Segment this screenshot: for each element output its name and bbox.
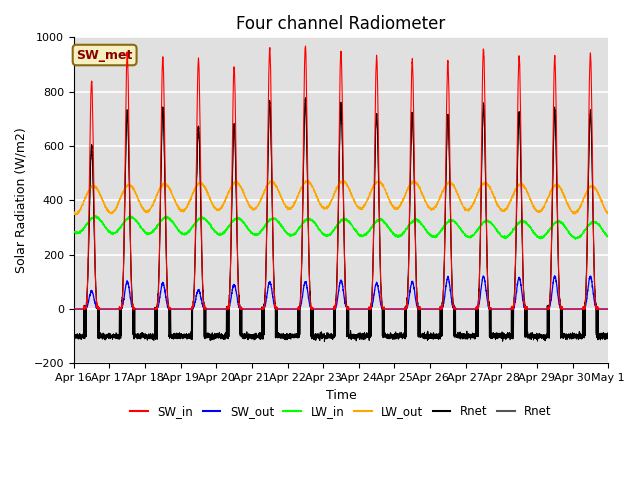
SW_out xyxy=(604,306,611,312)
SW_out xyxy=(461,306,468,312)
LW_in xyxy=(92,213,99,218)
LW_out xyxy=(72,212,79,218)
Rnet xyxy=(604,335,612,341)
LW_out xyxy=(70,210,77,216)
Rnet xyxy=(491,331,499,336)
SW_in xyxy=(166,306,173,312)
SW_out xyxy=(479,273,487,279)
SW_out xyxy=(166,306,173,312)
SW_in xyxy=(491,306,499,312)
Rnet xyxy=(461,334,468,339)
LW_in xyxy=(431,234,439,240)
LW_in xyxy=(491,225,499,230)
LW_out xyxy=(166,186,173,192)
LW_out xyxy=(321,205,329,211)
LW_in xyxy=(166,216,173,222)
Title: Four channel Radiometer: Four channel Radiometer xyxy=(236,15,445,33)
LW_out xyxy=(339,178,347,183)
SW_out xyxy=(321,306,329,312)
SW_out xyxy=(431,306,439,312)
LW_out xyxy=(461,206,468,212)
LW_out xyxy=(431,204,439,210)
Rnet xyxy=(604,335,612,341)
Rnet xyxy=(461,331,468,337)
Rnet xyxy=(499,338,506,344)
Rnet xyxy=(301,95,309,101)
Rnet xyxy=(604,333,612,339)
LW_in xyxy=(70,228,77,234)
X-axis label: Time: Time xyxy=(326,389,356,402)
Rnet xyxy=(492,336,499,341)
Rnet xyxy=(321,339,328,345)
LW_out xyxy=(492,195,499,201)
Line: LW_out: LW_out xyxy=(74,180,608,215)
SW_out xyxy=(70,306,77,312)
Rnet xyxy=(431,333,439,339)
LW_out xyxy=(604,209,612,215)
LW_in xyxy=(572,236,579,242)
Rnet xyxy=(301,99,309,105)
Line: Rnet: Rnet xyxy=(74,102,608,342)
LW_in xyxy=(604,233,612,239)
Line: SW_in: SW_in xyxy=(74,46,608,309)
Rnet xyxy=(604,334,612,339)
Rnet xyxy=(166,335,173,341)
Rnet xyxy=(70,333,77,339)
Line: Rnet: Rnet xyxy=(74,98,608,341)
SW_out xyxy=(491,306,499,312)
LW_out xyxy=(604,211,612,217)
SW_out xyxy=(604,306,612,312)
SW_in xyxy=(604,306,612,312)
Legend: SW_in, SW_out, LW_in, LW_out, Rnet, Rnet: SW_in, SW_out, LW_in, LW_out, Rnet, Rnet xyxy=(125,400,556,423)
LW_in xyxy=(604,234,612,240)
SW_in xyxy=(604,306,611,312)
Line: SW_out: SW_out xyxy=(74,276,608,309)
SW_in xyxy=(301,43,309,49)
Rnet xyxy=(70,333,77,338)
Rnet xyxy=(321,335,329,341)
Rnet xyxy=(321,336,329,342)
Y-axis label: Solar Radiation (W/m2): Solar Radiation (W/m2) xyxy=(15,128,28,273)
Text: SW_met: SW_met xyxy=(76,48,133,61)
SW_in xyxy=(431,306,439,312)
Line: LW_in: LW_in xyxy=(74,216,608,239)
SW_in xyxy=(70,306,77,312)
LW_in xyxy=(461,231,468,237)
Rnet xyxy=(166,335,173,341)
SW_in xyxy=(461,306,468,312)
SW_in xyxy=(321,306,329,312)
LW_in xyxy=(321,232,329,238)
Rnet xyxy=(431,336,439,342)
